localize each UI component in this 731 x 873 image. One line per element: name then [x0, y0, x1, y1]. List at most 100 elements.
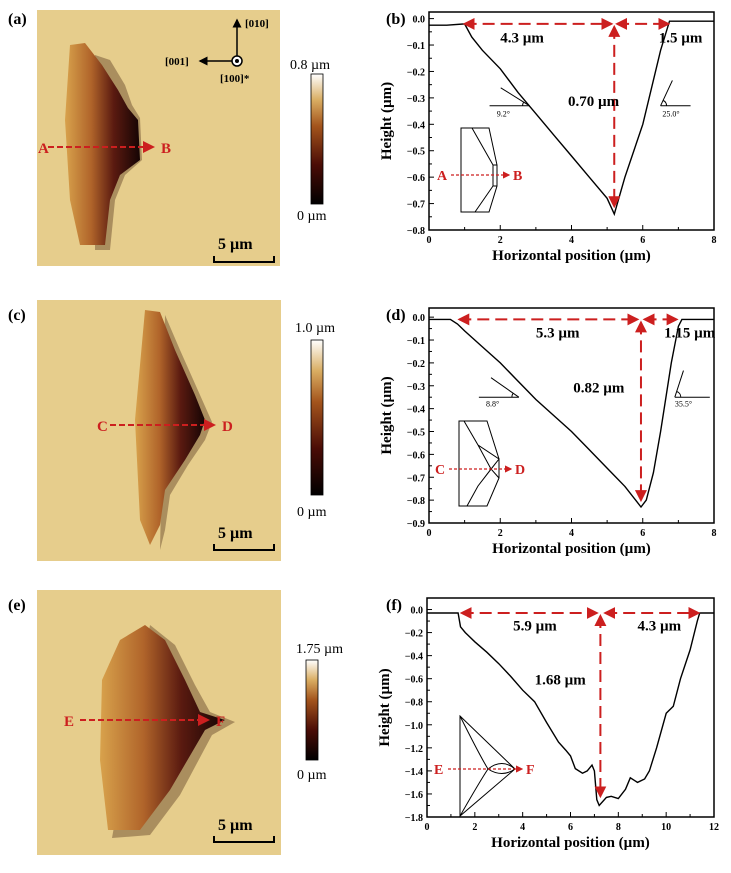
scale-bar: [213, 836, 275, 843]
panel-label-d: (d): [386, 307, 406, 324]
axis-out-of-plane-dot-icon: [235, 59, 239, 63]
y-axis-title: Height (µm): [379, 82, 395, 160]
x-axis-title: Horizontal position (µm): [492, 248, 651, 264]
inset-outline: [463, 420, 500, 507]
panel-label: (a): [8, 11, 27, 28]
y-tick-label: −0.1: [407, 336, 425, 347]
y-tick-label: −0.4: [407, 405, 425, 416]
inset-end-label: B: [513, 169, 522, 184]
left-slope-angle-icon: [478, 377, 520, 398]
y-tick-label: −0.5: [407, 428, 425, 439]
y-tick-label: −1.2: [405, 744, 423, 755]
y-tick-label: 0.0: [411, 606, 424, 617]
y-tick-label: 0.0: [413, 15, 426, 26]
afm-panel-a: (a) A B [010] [001] [100]* 5 µm 0.8 µm 0…: [8, 10, 330, 266]
left-width-label: 5.9 µm: [513, 618, 557, 634]
y-axis-title: Height (µm): [379, 376, 395, 454]
panel-label-b: (b): [386, 11, 406, 28]
profile-start-label: A: [38, 141, 49, 157]
x-tick-label: 6: [568, 822, 573, 833]
x-tick-label: 8: [616, 822, 621, 833]
etch-pit: [65, 43, 140, 245]
depth-label: 0.70 µm: [568, 94, 620, 110]
y-tick-label: −0.2: [407, 67, 425, 78]
profile-charts: −0.8 −0.7 −0.6 −0.5 −0.4 −0.3 −0.2 −0.1 0.0 0 2 4 6 8…: [377, 11, 719, 851]
y-tick-label: −1.0: [405, 721, 423, 732]
scale-bar-label: 5 µm: [218, 817, 253, 834]
x-tick-label: 4: [520, 822, 525, 833]
right-width-label: 1.15 µm: [664, 326, 716, 342]
y-tick-label: −0.1: [407, 41, 425, 52]
y-tick-label: 0.0: [413, 313, 426, 324]
profile-start-label: C: [97, 419, 108, 435]
right-width-label: 1.5 µm: [659, 30, 703, 46]
y-tick-label: −0.5: [407, 147, 425, 158]
inset-start-label: E: [434, 763, 443, 778]
y-tick-label: −0.2: [407, 359, 425, 370]
panel-label-f: (f): [386, 597, 402, 614]
inset-outline: [459, 715, 516, 817]
x-tick-label: 12: [709, 822, 719, 833]
y-axis-title: Height (µm): [377, 668, 393, 746]
x-tick-label: 4: [569, 235, 574, 246]
scale-bar: [213, 544, 275, 551]
y-tick-label: −1.6: [405, 790, 423, 801]
y-tick-label: −0.7: [407, 473, 425, 484]
depth-label: 1.68 µm: [535, 672, 587, 688]
left-width-label: 5.3 µm: [536, 326, 580, 342]
y-tick-label: −0.4: [407, 120, 425, 131]
y-tick-label: −0.2: [405, 629, 423, 640]
profile-chart-f: −1.8 −1.6 −1.4 −1.2 −1.0 −0.8 −0.6 −0.4 −0.2 0.0 0…: [377, 597, 719, 851]
profile-start-label: E: [64, 714, 74, 730]
scale-bar-label: 5 µm: [218, 236, 253, 253]
inset-outline: [459, 714, 516, 818]
profile-chart-d: −0.9 −0.8 −0.7 −0.6 −0.5 −0.4 −0.3 −0.2 −0.1 0.0 0…: [379, 307, 717, 557]
colorbar-max-label: 0.8 µm: [290, 58, 330, 73]
y-tick-label: −0.3: [407, 94, 425, 105]
afm-panel-e: (e) E F 5 µm 1.75 µm 0 µm: [8, 590, 343, 855]
x-axis-title: Horizontal position (µm): [492, 541, 651, 557]
afm-panel-c: (c) C D 5 µm 1.0 µm 0 µm: [8, 300, 335, 561]
panel-label: (e): [8, 597, 26, 614]
colorbar: [310, 339, 324, 496]
right-slope-angle-icon: [674, 370, 710, 398]
profile-end-label: B: [161, 141, 171, 157]
colorbar-max-label: 1.75 µm: [296, 642, 343, 657]
y-tick-label: −1.8: [405, 813, 423, 824]
x-tick-label: 6: [640, 235, 645, 246]
left-slope-angle-icon: [489, 87, 530, 107]
colorbar-min-label: 0 µm: [297, 209, 327, 224]
x-tick-label: 2: [498, 528, 503, 539]
depth-label: 0.82 µm: [573, 381, 625, 397]
x-tick-label: 0: [427, 528, 432, 539]
x-tick-label: 8: [712, 528, 717, 539]
inset-start-label: C: [435, 463, 445, 478]
panel-label: (c): [8, 307, 26, 324]
scale-bar-label: 5 µm: [218, 525, 253, 542]
right-angle-label: 35.5°: [675, 399, 692, 408]
left-angle-label: 9.2°: [497, 109, 510, 118]
y-tick-label: −0.6: [407, 450, 425, 461]
height-profile-line: [429, 20, 714, 217]
inset-end-label: D: [515, 463, 525, 478]
y-tick-label: −0.8: [407, 496, 425, 507]
axis-label-100: [100]*: [220, 73, 250, 85]
y-tick-label: −0.8: [407, 226, 425, 237]
y-tick-label: −0.9: [407, 519, 425, 530]
y-tick-label: −0.3: [407, 382, 425, 393]
x-axis-title: Horizontal position (µm): [491, 835, 650, 851]
right-slope-angle-icon: [660, 80, 691, 107]
y-tick-label: −0.6: [405, 675, 423, 686]
etch-pit: [100, 625, 225, 830]
y-tick-label: −0.6: [407, 173, 425, 184]
left-width-label: 4.3 µm: [500, 30, 544, 46]
inset-start-label: A: [437, 169, 448, 184]
profile-end-label: D: [222, 419, 233, 435]
colorbar-max-label: 1.0 µm: [295, 321, 335, 336]
inset-outline: [458, 420, 500, 507]
axis-label-001: [001]: [165, 56, 189, 68]
right-angle-label: 25.0°: [662, 109, 679, 118]
y-tick-label: −1.4: [405, 767, 423, 778]
